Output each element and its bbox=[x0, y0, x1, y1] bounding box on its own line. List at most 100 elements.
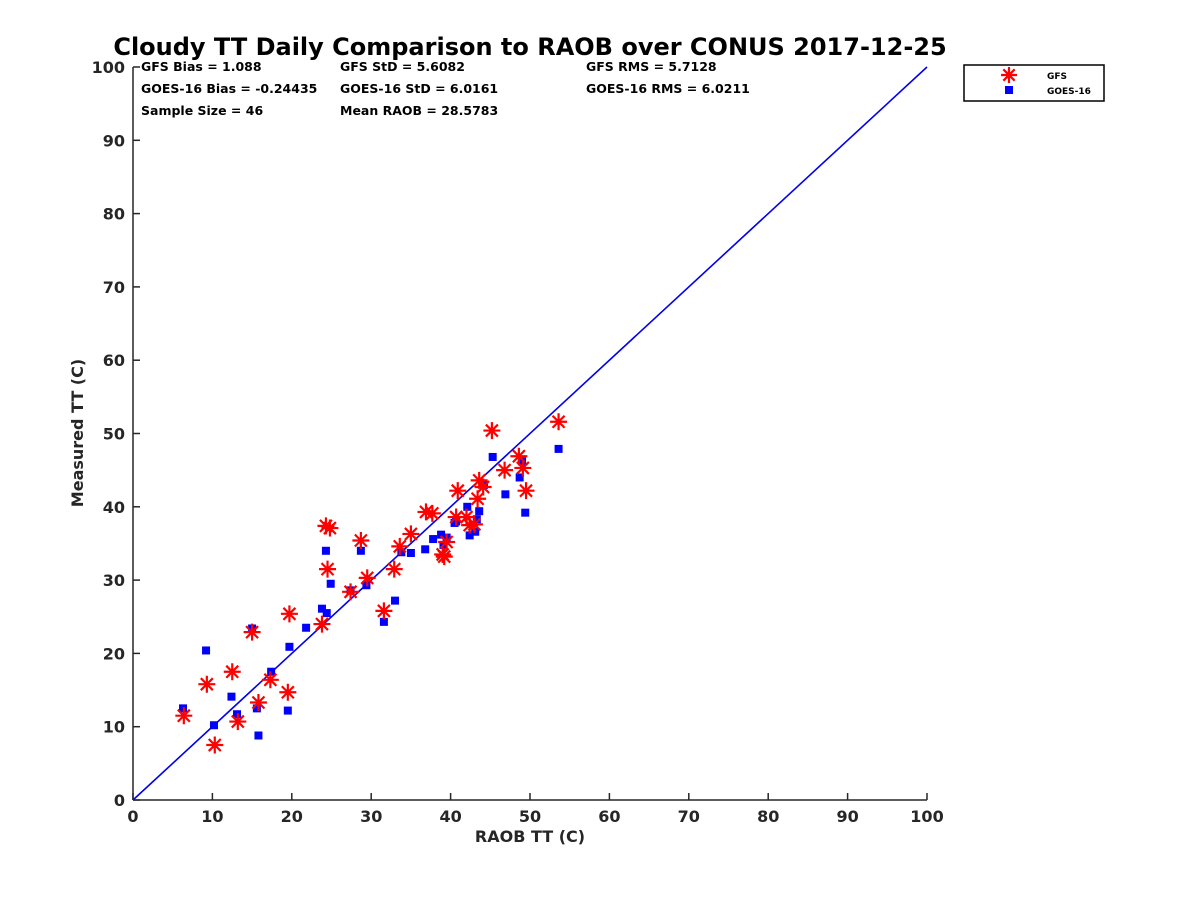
gfs-point bbox=[449, 482, 467, 500]
reference-line-group bbox=[132, 66, 928, 801]
gfs-point bbox=[474, 478, 492, 496]
goes16-point bbox=[283, 706, 292, 715]
gfs-point bbox=[313, 615, 331, 633]
gfs-point bbox=[385, 560, 403, 578]
stats-block: GFS Bias = 1.088 GOES-16 Bias = -0.24435… bbox=[141, 59, 750, 118]
goes16-point bbox=[465, 531, 474, 540]
goes16-point bbox=[322, 609, 331, 618]
gfs-point bbox=[261, 671, 279, 689]
goes16-point bbox=[501, 490, 510, 499]
stat-gfs-bias: GFS Bias = 1.088 bbox=[141, 59, 262, 74]
gfs-point bbox=[465, 515, 483, 533]
goes16-point bbox=[202, 646, 211, 655]
gfs-point bbox=[391, 537, 409, 555]
legend-label-goes16: GOES-16 bbox=[1047, 87, 1091, 97]
gfs-point bbox=[457, 508, 475, 526]
gfs-point bbox=[206, 736, 224, 754]
x-tick-label: 100 bbox=[910, 807, 943, 826]
x-tick-label: 0 bbox=[127, 807, 138, 826]
gfs-point bbox=[279, 683, 297, 701]
goes16-point bbox=[209, 721, 218, 730]
goes16-point bbox=[252, 704, 261, 713]
goes16-point bbox=[488, 452, 497, 461]
gfs-point bbox=[321, 519, 339, 537]
axis-ticks: 0 10 20 30 40 50 60 70 80 90 100 0 10 20 30 40 50 60 70 80 9… bbox=[92, 58, 944, 826]
gfs-point bbox=[496, 461, 514, 479]
y-tick-label: 0 bbox=[114, 791, 125, 810]
y-tick-label: 20 bbox=[103, 644, 125, 663]
x-tick-label: 30 bbox=[360, 807, 382, 826]
goes16-point bbox=[317, 604, 326, 613]
x-tick-label: 80 bbox=[757, 807, 779, 826]
goes16-point bbox=[475, 507, 484, 516]
goes16-point bbox=[302, 623, 311, 632]
stat-mean-raob: Mean RAOB = 28.5783 bbox=[340, 103, 498, 118]
goes16-point bbox=[515, 473, 524, 482]
legend-label-gfs: GFS bbox=[1047, 72, 1067, 82]
goes16-point bbox=[421, 545, 430, 554]
x-tick-label: 90 bbox=[836, 807, 858, 826]
goes16-point bbox=[521, 508, 530, 517]
gfs-point bbox=[358, 569, 376, 587]
goes16-point bbox=[554, 444, 563, 453]
gfs-point bbox=[198, 675, 216, 693]
gfs-point bbox=[317, 517, 335, 535]
goes16-point bbox=[356, 546, 365, 555]
x-tick-label: 70 bbox=[678, 807, 700, 826]
gfs-point bbox=[229, 713, 247, 731]
gfs-point bbox=[470, 471, 488, 489]
stat-gfs-rms: GFS RMS = 5.7128 bbox=[586, 59, 717, 74]
stat-goes-bias: GOES-16 Bias = -0.24435 bbox=[141, 81, 317, 96]
gfs-point bbox=[469, 490, 487, 508]
gfs-point bbox=[280, 605, 298, 623]
y-tick-label: 10 bbox=[103, 718, 125, 737]
y-tick-label: 70 bbox=[103, 278, 125, 297]
stat-goes-std: GOES-16 StD = 6.0161 bbox=[340, 81, 498, 96]
y-tick-label: 60 bbox=[103, 351, 125, 370]
gfs-point bbox=[510, 447, 528, 465]
legend-box bbox=[963, 64, 1105, 102]
goes16-point bbox=[254, 731, 263, 740]
gfs-point bbox=[243, 623, 261, 641]
legend-gfs-asterisk-icon bbox=[1001, 67, 1017, 83]
gfs-point bbox=[319, 560, 337, 578]
gfs-point bbox=[402, 525, 420, 543]
goes16-point bbox=[285, 642, 294, 651]
gfs-point bbox=[249, 694, 267, 712]
goes16-point bbox=[429, 535, 438, 544]
y-tick-label: 80 bbox=[103, 205, 125, 224]
gfs-point bbox=[435, 548, 453, 566]
x-axis-label: RAOB TT (C) bbox=[475, 827, 585, 846]
legend-goes16-square-icon bbox=[1005, 86, 1013, 94]
y-axis-label: Measured TT (C) bbox=[68, 359, 87, 507]
series-group bbox=[175, 413, 568, 754]
legend-gfs-asterisk bbox=[1001, 67, 1017, 83]
gfs-point bbox=[417, 503, 435, 521]
one-to-one-line bbox=[132, 66, 928, 801]
stat-sample-size: Sample Size = 46 bbox=[141, 103, 263, 118]
legend: GFS GOES-16 bbox=[963, 64, 1105, 102]
gfs-point bbox=[447, 508, 465, 526]
goes16-point bbox=[397, 548, 406, 557]
goes16-point bbox=[391, 596, 400, 605]
gfs-point bbox=[517, 482, 535, 500]
gfs-point bbox=[483, 422, 501, 440]
y-tick-label: 100 bbox=[92, 58, 125, 77]
goes16-point bbox=[321, 546, 330, 555]
x-tick-label: 40 bbox=[439, 807, 461, 826]
gfs-point bbox=[423, 504, 441, 522]
goes16-point bbox=[437, 530, 446, 539]
chart-title: Cloudy TT Daily Comparison to RAOB over … bbox=[113, 33, 946, 61]
gfs-point bbox=[514, 459, 532, 477]
y-tick-label: 50 bbox=[103, 425, 125, 444]
y-tick-label: 30 bbox=[103, 571, 125, 590]
x-tick-label: 50 bbox=[519, 807, 541, 826]
stat-goes-rms: GOES-16 RMS = 6.0211 bbox=[586, 81, 750, 96]
goes16-point bbox=[406, 548, 415, 557]
stat-gfs-std: GFS StD = 5.6082 bbox=[340, 59, 465, 74]
gfs-point bbox=[352, 532, 370, 550]
goes16-point bbox=[463, 502, 472, 511]
gfs-point bbox=[438, 533, 456, 551]
goes16-point bbox=[379, 617, 388, 626]
